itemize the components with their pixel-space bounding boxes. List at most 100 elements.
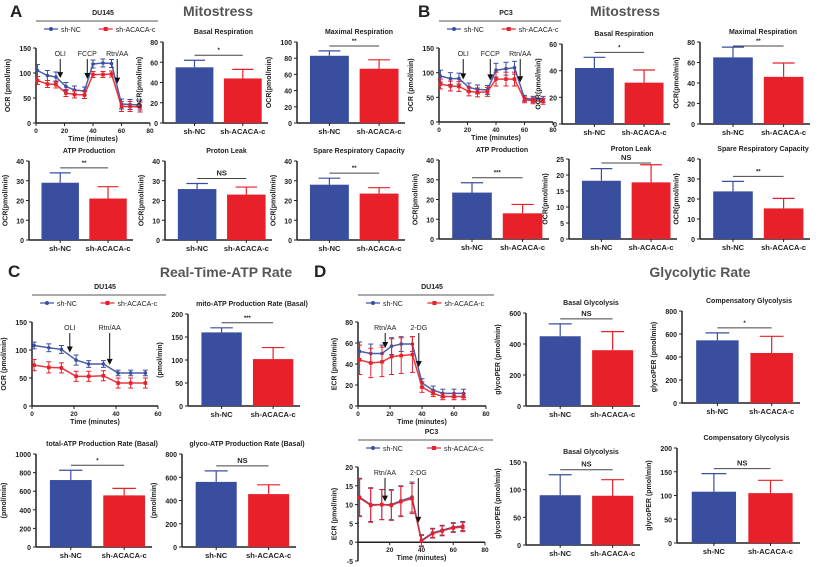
chart-title: Spare Respiratory Capacity <box>313 148 405 155</box>
bar-sh-NC <box>581 180 621 239</box>
y-tick-label: 0 <box>154 121 158 128</box>
bar-sh-ACACA-c <box>227 194 266 240</box>
x-tick-label: sh-ACACA-c <box>500 243 545 252</box>
y-tick-label: 0 <box>179 404 183 411</box>
bar-sh-ACACA-c <box>502 213 543 239</box>
y-tick-label: 400 <box>19 508 31 515</box>
x-tick-label: sh-ACACA-c <box>761 243 806 252</box>
data-point <box>74 374 78 379</box>
y-tick-label: 20 <box>549 95 557 102</box>
bar-sh-ACACA-c <box>359 68 399 123</box>
y-tick-label: 150 <box>171 335 183 342</box>
y-tick-label: 50 <box>23 96 31 103</box>
bar-sh-ACACA-c <box>763 76 804 124</box>
bar-sh-ACACA-c <box>223 78 262 123</box>
y-tick-label: 60 <box>150 60 158 67</box>
bar-sh-ACACA-c <box>103 495 146 547</box>
chart-21: 0 50 100 150 200 glycoPER (pmol/min) sh-NC sh-A… <box>646 435 800 556</box>
data-point <box>460 525 465 529</box>
bar-sh-NC <box>309 55 349 123</box>
bar-sh-NC <box>452 192 492 239</box>
data-point <box>109 61 114 66</box>
significance-label: NS <box>737 459 747 468</box>
bar-sh-ACACA-c <box>631 182 671 239</box>
significance-label: NS <box>621 153 631 162</box>
y-tick-label: 0 <box>23 404 27 411</box>
data-point <box>380 360 384 364</box>
legend-marker <box>105 301 110 305</box>
y-tick-label: 100 <box>15 348 27 355</box>
bar-sh-NC <box>574 68 614 124</box>
chart-title: Basal Respiration <box>594 31 653 38</box>
data-point <box>128 371 133 375</box>
x-tick-label: 20 <box>61 128 69 135</box>
y-tick-label: 40 <box>345 362 353 369</box>
significance-label: NS <box>216 169 226 178</box>
x-tick-label: sh-ACACA-c <box>246 551 291 560</box>
data-point <box>45 82 50 86</box>
chart-title: Proton Leak <box>206 148 247 155</box>
data-point <box>494 68 498 72</box>
x-tick-label: 40 <box>418 547 426 554</box>
y-tick-label: 50 <box>426 95 434 102</box>
panel-letter-b: B <box>418 2 431 21</box>
x-tick-label: sh-ACACA-c <box>224 244 269 253</box>
injection-label: Rtn/AA <box>374 325 397 332</box>
y-tick-label: 40 <box>284 89 292 96</box>
data-point <box>399 353 403 358</box>
x-tick-label: sh-ACACA-c <box>220 127 265 136</box>
y-tick-label: 80 <box>150 40 158 47</box>
bar-sh-ACACA-c <box>592 350 634 406</box>
x-tick-label: 20 <box>386 411 394 418</box>
data-point <box>541 99 545 104</box>
x-tick-label: sh-NC <box>49 244 72 253</box>
data-point <box>369 361 373 365</box>
data-point <box>32 363 36 367</box>
y-tick-label: 100 <box>509 488 521 495</box>
y-tick-label: 100 <box>19 71 31 78</box>
series-line-sh-NC <box>440 66 544 101</box>
data-point <box>430 531 435 536</box>
y-axis-label: (pmol/min) <box>151 483 158 519</box>
x-axis-label: Time (minutes) <box>397 555 447 562</box>
chart-11: 0 10 20 30 40 OCR(pmol/min) sh-NC sh-ACACA-c ** S… <box>673 146 810 252</box>
significance-label: ** <box>756 39 761 45</box>
legend-marker <box>432 301 437 305</box>
data-point <box>504 66 508 71</box>
y-tick-label: 20 <box>687 197 695 204</box>
y-tick-label: 200 <box>660 446 672 453</box>
data-point <box>357 358 362 362</box>
data-point <box>101 61 105 65</box>
y-tick-label: 10 <box>284 218 292 225</box>
y-axis-label: OCR(pmol/min) <box>673 57 680 108</box>
significance-label: ** <box>352 39 357 45</box>
chart-title: glyco-ATP Production Rate (Basal) <box>189 441 304 448</box>
legend-label: sh-NC <box>383 446 403 453</box>
bar-sh-ACACA-c <box>252 359 294 406</box>
y-axis-label: ECR (pmol/min) <box>331 338 338 391</box>
chart-13: 0 50 100 150 200 (pmol/min) sh-NC sh-ACACA-c ***… <box>157 301 308 419</box>
data-point <box>47 365 51 370</box>
chart-title: PC3 <box>425 429 439 436</box>
y-tick-label: 0 <box>430 237 434 244</box>
x-tick-label: 0 <box>437 127 441 134</box>
chart-6: 0 50 100 150 OCR (pmol/min) 0 20 40 60 80 Time (mi… <box>408 10 561 142</box>
y-tick-label: 5 <box>560 221 564 228</box>
x-tick-label: sh-ACACA-c <box>590 410 635 419</box>
y-tick-label: 60 <box>687 61 695 68</box>
data-point <box>389 354 394 359</box>
injection-label: FCCP <box>78 51 97 58</box>
y-tick-label: 0 <box>27 121 31 128</box>
x-tick-label: sh-NC <box>461 243 484 252</box>
y-tick-label: 40 <box>426 158 434 165</box>
y-axis-label: OCR(pmol/min) <box>136 57 143 108</box>
chart-4: 0 10 20 30 40 OCR(pmol/min) sh-NC sh-ACACA-c NS P… <box>138 148 272 253</box>
y-tick-label: 40 <box>16 159 24 166</box>
x-tick-label: sh-NC <box>205 551 228 560</box>
x-tick-label: 20 <box>386 547 394 554</box>
data-point <box>32 343 36 348</box>
y-tick-label: 100 <box>422 71 434 78</box>
chart-title: Basal Glycolysis <box>563 300 619 307</box>
y-tick-label: 200 <box>509 373 521 380</box>
y-axis-label: OCR (pmol/min) <box>408 58 415 111</box>
